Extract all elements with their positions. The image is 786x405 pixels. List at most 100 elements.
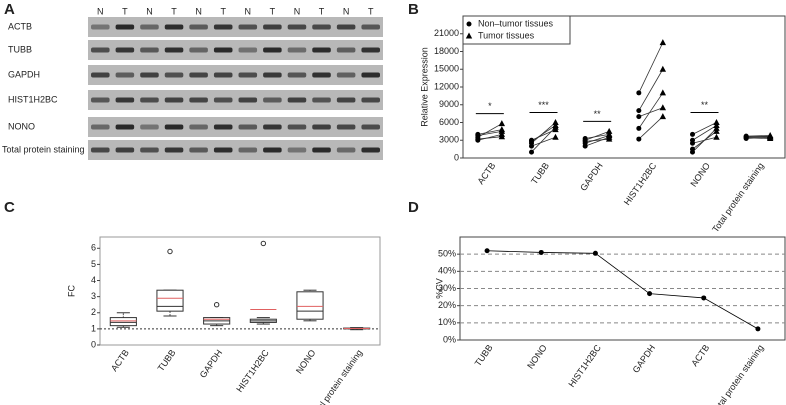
outlier (260, 240, 267, 247)
panel-label: B (408, 1, 419, 18)
blot-strip (88, 140, 383, 160)
point (690, 140, 695, 146)
lane-label: N (97, 6, 104, 16)
pair-line (585, 135, 610, 144)
y-tick-label: 30% (438, 283, 456, 293)
legend-marker (465, 32, 473, 39)
band (189, 72, 208, 78)
x-tick-label: NONO (294, 348, 318, 376)
band (164, 47, 184, 53)
band (238, 97, 258, 103)
pair-line (746, 137, 771, 139)
y-tick-label: 0 (91, 339, 96, 349)
outlier (167, 248, 173, 255)
band (115, 147, 135, 153)
y-tick-label: 3000 (439, 135, 459, 145)
band (312, 97, 331, 103)
band (312, 124, 331, 130)
pair-line (638, 92, 664, 129)
pair-line (585, 138, 610, 142)
pair-line (585, 133, 610, 139)
blot-strip (88, 117, 383, 137)
panel-label: C (4, 199, 15, 216)
pair-line (638, 116, 664, 140)
point (659, 89, 667, 96)
band (336, 47, 356, 53)
x-tick-label: ACTB (475, 161, 497, 186)
band (361, 147, 380, 153)
band (263, 147, 282, 153)
pair-line (692, 128, 717, 153)
y-tick-label: 1 (91, 323, 96, 333)
x-tick-label: GAPDH (578, 161, 605, 193)
band (361, 72, 380, 78)
point (690, 131, 695, 137)
band (361, 124, 380, 130)
y-axis-label: FC (66, 285, 76, 297)
band (115, 97, 135, 103)
panel-label: A (4, 1, 15, 18)
band (361, 97, 380, 103)
band (115, 72, 135, 78)
band (140, 47, 159, 53)
point (538, 249, 544, 255)
point (484, 248, 490, 254)
band (91, 97, 110, 103)
point (647, 291, 653, 297)
band (238, 147, 258, 153)
band (189, 24, 208, 30)
point (636, 114, 642, 120)
box (296, 291, 324, 320)
row-label: NONO (8, 121, 35, 131)
x-tick-label: Total protein staining (710, 343, 766, 405)
band (263, 97, 282, 103)
pair-line (585, 130, 610, 141)
x-tick-label: Total protein staining (309, 348, 365, 405)
x-tick-label: GAPDH (198, 348, 225, 380)
pair-line (692, 125, 717, 141)
point (498, 133, 506, 140)
line (487, 250, 759, 330)
band (164, 72, 184, 78)
band (91, 47, 110, 53)
pair-line (531, 129, 556, 141)
lane-label: T (368, 6, 374, 16)
pair-line (746, 136, 771, 138)
band (287, 124, 307, 130)
point (636, 108, 642, 114)
point (659, 39, 667, 46)
lane-label: T (270, 6, 276, 16)
lane-label: N (343, 6, 350, 16)
y-tick-label: 4 (91, 275, 96, 285)
point (636, 90, 642, 96)
lane-label: N (195, 6, 202, 16)
band (312, 24, 331, 30)
band (115, 24, 135, 30)
band (287, 47, 307, 53)
band (91, 24, 110, 30)
band (361, 47, 380, 53)
pair-line (638, 69, 664, 111)
band (287, 97, 307, 103)
blot-strip (88, 65, 383, 85)
band (336, 97, 356, 103)
y-tick-label: 0% (443, 334, 456, 344)
row-label: GAPDH (8, 69, 40, 79)
pair-line (638, 107, 663, 117)
band (263, 124, 282, 130)
point (755, 326, 761, 332)
pair-line (638, 42, 664, 94)
point (475, 131, 481, 137)
row-label: ACTB (8, 21, 32, 31)
band (238, 47, 258, 53)
y-axis-label: Relative Expression (419, 47, 429, 127)
y-tick-label: 6000 (439, 117, 459, 127)
x-tick-label: HIST1H2BC (622, 160, 659, 207)
band (336, 24, 356, 30)
band (287, 24, 307, 30)
band (91, 147, 110, 153)
y-tick-label: 10% (438, 317, 456, 327)
box (156, 289, 184, 312)
band (263, 47, 282, 53)
band (213, 72, 233, 78)
